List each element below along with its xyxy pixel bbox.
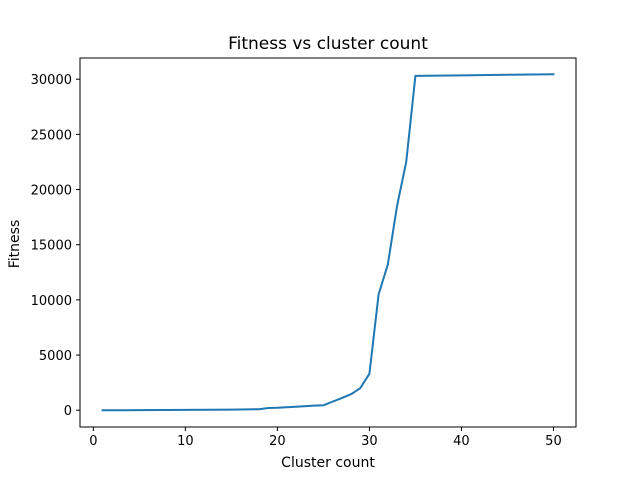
y-tick-label: 25000 xyxy=(31,128,72,143)
y-tick-label: 30000 xyxy=(31,73,72,88)
x-axis-ticks: 0 10 20 30 40 50 xyxy=(89,427,562,449)
x-axis-label: Cluster count xyxy=(281,455,375,471)
plot-area xyxy=(101,73,555,412)
x-tick-label: 40 xyxy=(453,434,470,449)
x-tick-label: 20 xyxy=(269,434,286,449)
y-axis-label: Fitness xyxy=(7,220,23,269)
x-tick-label: 0 xyxy=(89,434,97,449)
chart-title: Fitness vs cluster count xyxy=(228,34,428,54)
series-line-0 xyxy=(101,73,555,412)
y-tick-label: 10000 xyxy=(31,294,72,309)
y-tick-label: 15000 xyxy=(31,239,72,254)
x-tick-label: 30 xyxy=(361,434,378,449)
plot-frame xyxy=(79,57,577,428)
x-tick-label: 10 xyxy=(177,434,194,449)
x-tick-label: 50 xyxy=(545,434,562,449)
y-tick-label: 0 xyxy=(64,404,72,419)
y-tick-label: 20000 xyxy=(31,184,72,199)
y-tick-label: 5000 xyxy=(39,349,72,364)
y-axis-ticks: 0 5000 10000 15000 20000 25000 30000 xyxy=(31,73,80,419)
